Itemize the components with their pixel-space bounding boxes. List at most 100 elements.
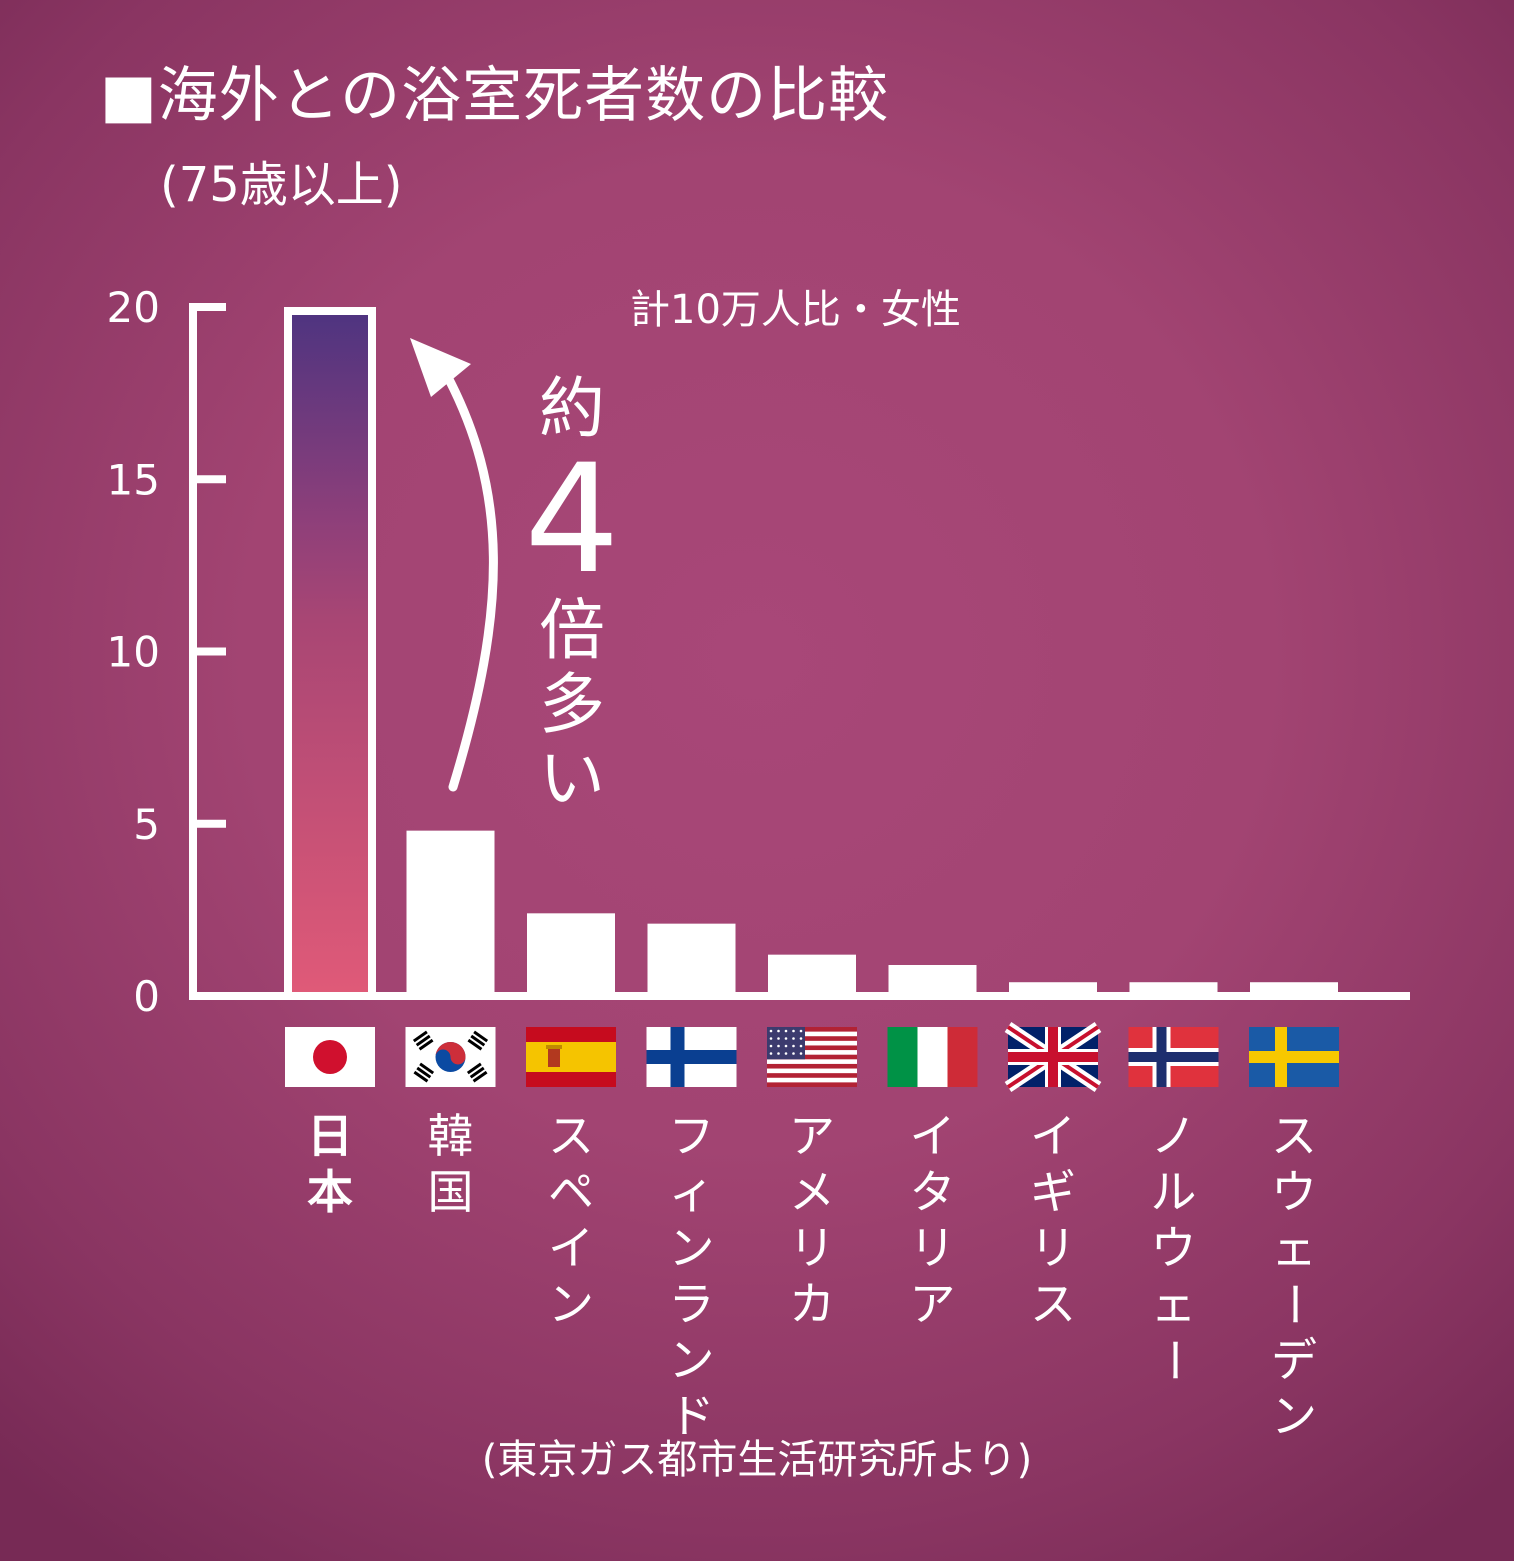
uk-flag: [1004, 1022, 1102, 1092]
flag-part: [416, 1066, 432, 1079]
usa-flag: [767, 1027, 857, 1087]
flag-part: [469, 1066, 485, 1079]
flag-part: [313, 1040, 347, 1074]
flag-part: [784, 1029, 788, 1033]
flag-part: [412, 1030, 428, 1043]
flag-part: [777, 1029, 780, 1033]
flag-part: [435, 1042, 466, 1065]
flag-part: [670, 1027, 685, 1087]
category-char: ン: [668, 1333, 715, 1387]
japan-flag: [285, 1027, 375, 1087]
y-tick-label: 5: [133, 800, 160, 849]
y-tick-label: 15: [107, 455, 160, 504]
category-char: カ: [789, 1277, 835, 1331]
category-char: ィ: [668, 1165, 715, 1219]
category-char: 日: [307, 1109, 353, 1163]
flag-part: [413, 1062, 435, 1083]
category-label: イギリス: [1023, 1108, 1083, 1332]
category-label: イタリア: [903, 1108, 963, 1332]
category-char: ウ: [1150, 1221, 1197, 1275]
category-char: ー: [1146, 1337, 1201, 1383]
flag-part: [799, 1037, 803, 1040]
flag-part: [415, 1034, 431, 1047]
category-char: 本: [307, 1165, 353, 1219]
category-char: ペ: [548, 1165, 594, 1219]
category-char: ノ: [1150, 1109, 1197, 1163]
flag-part: [470, 1034, 486, 1047]
flag-part: [784, 1044, 788, 1048]
flag-part: [646, 1050, 737, 1064]
category-char: デ: [1271, 1333, 1317, 1387]
flag-part: [792, 1029, 795, 1033]
category-char: ン: [548, 1277, 594, 1331]
flag-part: [947, 1027, 978, 1087]
flag-part: [546, 1045, 562, 1049]
flag-part: [799, 1044, 803, 1048]
bar: [647, 923, 736, 996]
sweden-flag: [1249, 1027, 1339, 1087]
flag-part: [1156, 1027, 1167, 1087]
korea-flag: [405, 1027, 496, 1087]
category-char: 韓: [427, 1109, 474, 1163]
flag-part: [769, 1029, 773, 1033]
flag-part: [466, 1062, 482, 1075]
flag-part: [777, 1037, 780, 1040]
category-label: ノルウェー: [1144, 1108, 1204, 1388]
flag-part: [777, 1052, 780, 1055]
category-char: フ: [668, 1109, 715, 1163]
flag-part: [767, 1073, 857, 1078]
category-label: 日本: [300, 1108, 360, 1220]
category-char: ア: [909, 1277, 956, 1331]
flag-part: [784, 1037, 788, 1040]
flag-part: [472, 1070, 488, 1083]
annotation-char: い: [539, 740, 605, 817]
bar-japan: [284, 307, 376, 1000]
flag-part: [526, 1042, 616, 1072]
finland-flag: [646, 1027, 737, 1087]
category-label: フィンランド: [662, 1108, 722, 1444]
flag-part: [769, 1044, 773, 1048]
flag-part: [799, 1052, 803, 1055]
annotation-char: 多: [539, 666, 605, 743]
category-char: ス: [1030, 1277, 1076, 1331]
arrow-head: [410, 338, 471, 397]
category-char: リ: [909, 1221, 956, 1275]
category-label: スウェーデン: [1264, 1108, 1324, 1444]
chart-title: ■海外との浴室死者数の比較: [100, 61, 890, 131]
annotation-char: 倍: [539, 592, 605, 669]
flag-part: [799, 1029, 803, 1033]
category-char: イ: [548, 1221, 594, 1275]
category-char: ス: [548, 1109, 594, 1163]
flag-part: [467, 1038, 483, 1051]
flag-part: [767, 1054, 857, 1060]
category-label: 韓国: [421, 1108, 481, 1220]
chart-subtitle: (75歳以上): [160, 157, 403, 213]
category-label: アメリカ: [782, 1108, 842, 1332]
flag-part: [767, 1027, 857, 1032]
flag-part: [767, 1063, 857, 1069]
flag-part: [777, 1044, 780, 1048]
flag-part: [1128, 1052, 1219, 1062]
category-char: 国: [427, 1165, 474, 1219]
flag-part: [466, 1062, 488, 1083]
flag-part: [887, 1027, 918, 1087]
category-char: ア: [789, 1109, 835, 1163]
category-char: ン: [1271, 1389, 1317, 1443]
flag-part: [917, 1027, 948, 1087]
flag-part: [792, 1044, 795, 1048]
category-char: リ: [789, 1221, 835, 1275]
flag-part: [467, 1030, 489, 1051]
y-tick-label: 0: [133, 972, 160, 1021]
category-char: ド: [668, 1389, 715, 1443]
category-char: ル: [1150, 1165, 1197, 1219]
bar: [768, 954, 856, 996]
flag-part: [419, 1062, 435, 1075]
flag-part: [784, 1052, 788, 1055]
annotation-char: 約: [539, 370, 605, 447]
annotation-text: 約 4 倍 多 い: [520, 372, 624, 816]
flag-part: [767, 1036, 857, 1041]
category-label: スペイン: [541, 1108, 601, 1332]
norway-flag: [1128, 1027, 1219, 1087]
